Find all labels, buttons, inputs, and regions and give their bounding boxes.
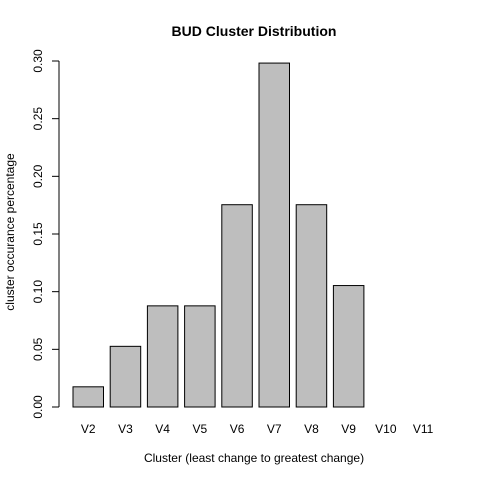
bar-v6 — [221, 204, 253, 408]
y-axis: 0.00 0.05 0.10 0.15 0.20 0.25 0.30 — [31, 49, 60, 419]
y-axis-label: cluster occurance percentage — [3, 153, 17, 311]
bar-v2 — [72, 386, 104, 408]
bar-v3 — [109, 345, 142, 408]
y-tick-label: 0.20 — [31, 164, 45, 188]
bar-v5 — [184, 305, 216, 408]
x-tick-label-v2: V2 — [81, 422, 96, 436]
y-tick-label: 0.10 — [31, 280, 45, 304]
x-tick-label-v9: V9 — [341, 422, 356, 436]
bars-group — [72, 62, 365, 408]
chart-title: BUD Cluster Distribution — [172, 23, 337, 39]
bar-v9 — [332, 285, 365, 408]
x-tick-label-v7: V7 — [267, 422, 282, 436]
y-tick-label: 0.30 — [31, 49, 45, 73]
bar-v8 — [295, 204, 328, 408]
x-tick-label-v3: V3 — [118, 422, 133, 436]
y-tick-label: 0.15 — [31, 222, 45, 246]
y-tick-label: 0.00 — [31, 395, 45, 419]
x-tick-label-v8: V8 — [304, 422, 319, 436]
x-tick-label-v10: V10 — [375, 422, 397, 436]
x-tick-label-v5: V5 — [193, 422, 208, 436]
x-tick-label-v6: V6 — [230, 422, 245, 436]
x-tick-label-v11: V11 — [413, 422, 434, 436]
x-tick-labels: V2 V3 V4 V5 V6 V7 V8 V9 V10 V11 — [81, 422, 434, 436]
bar-v4 — [146, 305, 179, 408]
x-axis-label: Cluster (least change to greatest change… — [144, 451, 364, 465]
bar-v7 — [258, 62, 290, 408]
y-tick-label: 0.05 — [31, 337, 45, 361]
y-tick-label: 0.25 — [31, 107, 45, 131]
x-tick-label-v4: V4 — [155, 422, 170, 436]
